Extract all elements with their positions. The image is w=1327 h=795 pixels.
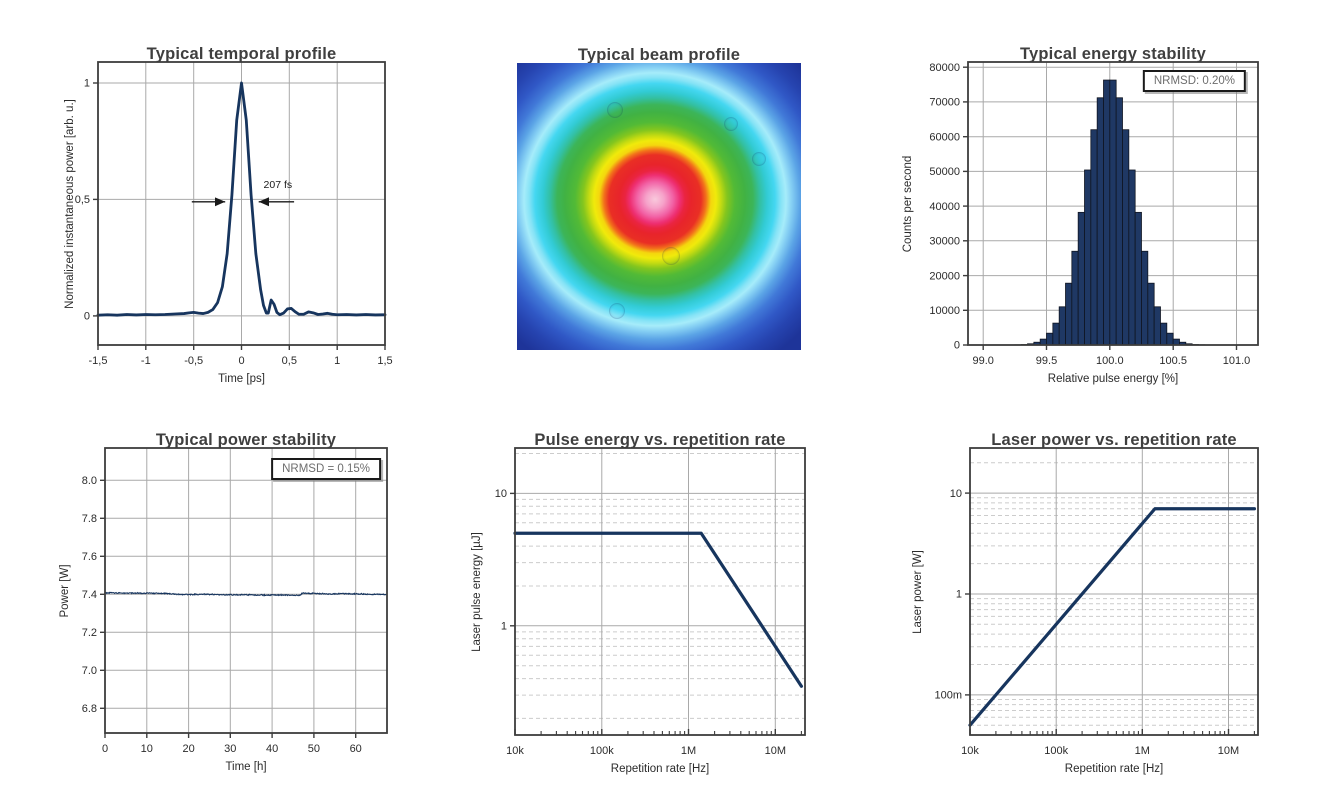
- beam-dust-artifact: [662, 247, 681, 266]
- svg-text:-1,5: -1,5: [89, 355, 108, 367]
- svg-text:20000: 20000: [929, 270, 960, 282]
- svg-text:0,5: 0,5: [75, 194, 90, 206]
- svg-text:10: 10: [141, 743, 153, 755]
- svg-text:10: 10: [950, 488, 962, 500]
- svg-text:0: 0: [238, 355, 244, 367]
- svg-text:100k: 100k: [1044, 745, 1068, 757]
- svg-text:70000: 70000: [929, 97, 960, 109]
- svg-text:100.5: 100.5: [1159, 355, 1187, 367]
- svg-text:6.8: 6.8: [82, 703, 97, 715]
- svg-text:99.0: 99.0: [972, 355, 993, 367]
- svg-text:10k: 10k: [961, 745, 979, 757]
- beam-profile-image: [517, 63, 801, 350]
- svg-text:10: 10: [495, 488, 507, 500]
- svg-text:30: 30: [224, 743, 236, 755]
- svg-text:7.4: 7.4: [82, 589, 97, 601]
- svg-text:10k: 10k: [506, 745, 524, 757]
- svg-text:0: 0: [954, 340, 960, 352]
- svg-text:7.2: 7.2: [82, 627, 97, 639]
- chart-title-energy-stability: Typical energy stability: [1019, 44, 1207, 63]
- svg-text:60000: 60000: [929, 131, 960, 143]
- nrmsd-legend-energy: NRMSD: 0.20%: [1142, 70, 1246, 92]
- svg-text:101.0: 101.0: [1223, 355, 1251, 367]
- svg-text:-1: -1: [141, 355, 151, 367]
- svg-text:80000: 80000: [929, 62, 960, 74]
- svg-text:1,5: 1,5: [377, 355, 392, 367]
- beam-dust-artifact: [724, 117, 738, 132]
- chart-title-pulse-energy-vs-rate: Pulse energy vs. repetition rate: [534, 430, 786, 449]
- x-axis-label-time-ps: Time [ps]: [218, 373, 265, 385]
- svg-text:-0,5: -0,5: [184, 355, 203, 367]
- svg-text:1: 1: [956, 589, 962, 601]
- svg-text:40: 40: [266, 743, 278, 755]
- beam-dust-artifact: [752, 151, 767, 166]
- beam-dust-artifact: [606, 101, 623, 118]
- x-axis-label-repetition-rate-2: Repetition rate [Hz]: [1064, 763, 1164, 775]
- svg-text:1: 1: [501, 621, 507, 633]
- chart-title-beam: Typical beam profile: [577, 45, 741, 64]
- svg-text:7.0: 7.0: [82, 665, 97, 677]
- svg-text:99.5: 99.5: [1036, 355, 1057, 367]
- svg-text:100k: 100k: [590, 745, 614, 757]
- svg-text:1M: 1M: [1135, 745, 1150, 757]
- svg-text:40000: 40000: [929, 201, 960, 213]
- x-axis-label-relative-pulse-energy: Relative pulse energy [%]: [1047, 373, 1179, 385]
- svg-text:10M: 10M: [1218, 745, 1239, 757]
- chart-title-temporal: Typical temporal profile: [146, 44, 337, 63]
- svg-text:1M: 1M: [681, 745, 696, 757]
- svg-text:50: 50: [308, 743, 320, 755]
- svg-text:10000: 10000: [929, 305, 960, 317]
- svg-text:20: 20: [182, 743, 194, 755]
- y-axis-label-laser-pulse-energy: Laser pulse energy [µJ]: [471, 531, 483, 652]
- svg-text:1: 1: [334, 355, 340, 367]
- chart-title-power-stability: Typical power stability: [155, 430, 337, 449]
- svg-text:0: 0: [102, 743, 108, 755]
- svg-text:60: 60: [350, 743, 362, 755]
- x-axis-label-repetition-rate-1: Repetition rate [Hz]: [610, 763, 710, 775]
- svg-text:8.0: 8.0: [82, 475, 97, 487]
- y-axis-label-laser-power: Laser power [W]: [912, 549, 924, 634]
- svg-text:0,5: 0,5: [282, 355, 297, 367]
- y-axis-label-counts-per-second: Counts per second: [902, 155, 914, 252]
- svg-text:7.6: 7.6: [82, 551, 97, 563]
- svg-text:50000: 50000: [929, 166, 960, 178]
- svg-text:30000: 30000: [929, 236, 960, 248]
- y-axis-label-normalized-power: Normalized instantaneous power [arb. u.]: [64, 98, 76, 309]
- beam-dust-artifact: [609, 302, 626, 319]
- nrmsd-legend-power: NRMSD = 0.15%: [271, 458, 381, 480]
- svg-text:0: 0: [84, 311, 90, 323]
- svg-text:100m: 100m: [934, 690, 962, 702]
- chart-title-laser-power-vs-rate: Laser power vs. repetition rate: [991, 430, 1237, 449]
- y-axis-label-power-w: Power [W]: [59, 563, 71, 618]
- pulse-width-annotation: 207 fs: [263, 179, 293, 192]
- x-axis-label-time-h: Time [h]: [225, 761, 267, 773]
- svg-text:100.0: 100.0: [1096, 355, 1124, 367]
- svg-text:10M: 10M: [765, 745, 786, 757]
- svg-text:1: 1: [84, 78, 90, 90]
- svg-text:7.8: 7.8: [82, 513, 97, 525]
